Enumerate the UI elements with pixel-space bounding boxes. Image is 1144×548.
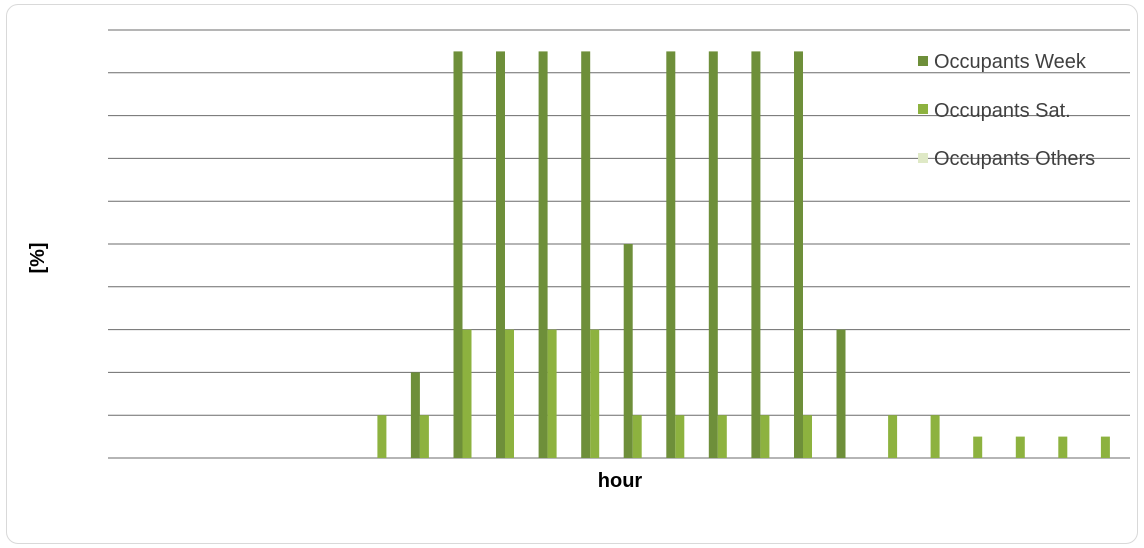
gridlines	[108, 29, 1130, 459]
bar-occupants-sat-hour-9	[462, 329, 472, 458]
bar-occupants-week-hour-13	[623, 244, 633, 458]
bar-occupants-sat-hour-19	[888, 415, 898, 458]
bar-occupants-sat-hour-14	[675, 415, 685, 458]
legend-label-week: Occupants Week	[934, 51, 1087, 73]
bars	[377, 51, 1110, 459]
bar-occupants-sat-hour-15	[717, 415, 727, 458]
legend-swatch-others	[918, 153, 928, 163]
bar-occupants-week-hour-10	[496, 51, 505, 459]
bar-occupants-week-hour-18	[836, 329, 846, 458]
bar-occupants-sat-hour-12	[590, 329, 600, 458]
bar-occupants-week-hour-12	[581, 51, 591, 459]
bar-occupants-week-hour-11	[538, 51, 548, 459]
bar-occupants-week-hour-15	[708, 51, 718, 459]
bar-occupants-sat-hour-7	[377, 415, 387, 458]
bar-occupants-sat-hour-8	[419, 415, 429, 458]
chart-frame	[6, 4, 1138, 544]
bar-occupants-sat-hour-10	[505, 329, 514, 458]
legend-label-others: Occupants Others	[934, 148, 1095, 170]
bar-occupants-week-hour-8	[410, 372, 420, 458]
bar-occupants-week-hour-14	[666, 51, 676, 459]
legend-swatch-sat	[918, 104, 928, 114]
bar-occupants-sat-hour-16	[760, 415, 770, 458]
bar-occupants-sat-hour-24	[1100, 436, 1110, 458]
legend-swatch-week	[918, 56, 928, 66]
legend-label-sat: Occupants Sat.	[934, 100, 1071, 122]
bar-occupants-sat-hour-23	[1058, 436, 1068, 458]
bar-occupants-sat-hour-21	[973, 436, 983, 458]
bar-occupants-sat-hour-11	[547, 329, 557, 458]
bar-occupants-week-hour-16	[751, 51, 761, 459]
bar-occupants-sat-hour-22	[1015, 436, 1025, 458]
bar-occupants-sat-hour-20	[930, 415, 940, 458]
bar-occupants-week-hour-17	[794, 51, 803, 459]
legend: Occupants Week Occupants Sat. Occupants …	[918, 51, 1095, 170]
bar-occupants-sat-hour-17	[803, 415, 812, 458]
bar-occupants-sat-hour-13	[632, 415, 642, 458]
y-axis-label: [%]	[27, 242, 49, 273]
bar-occupants-week-hour-9	[453, 51, 463, 459]
x-axis-label: hour	[598, 470, 643, 492]
